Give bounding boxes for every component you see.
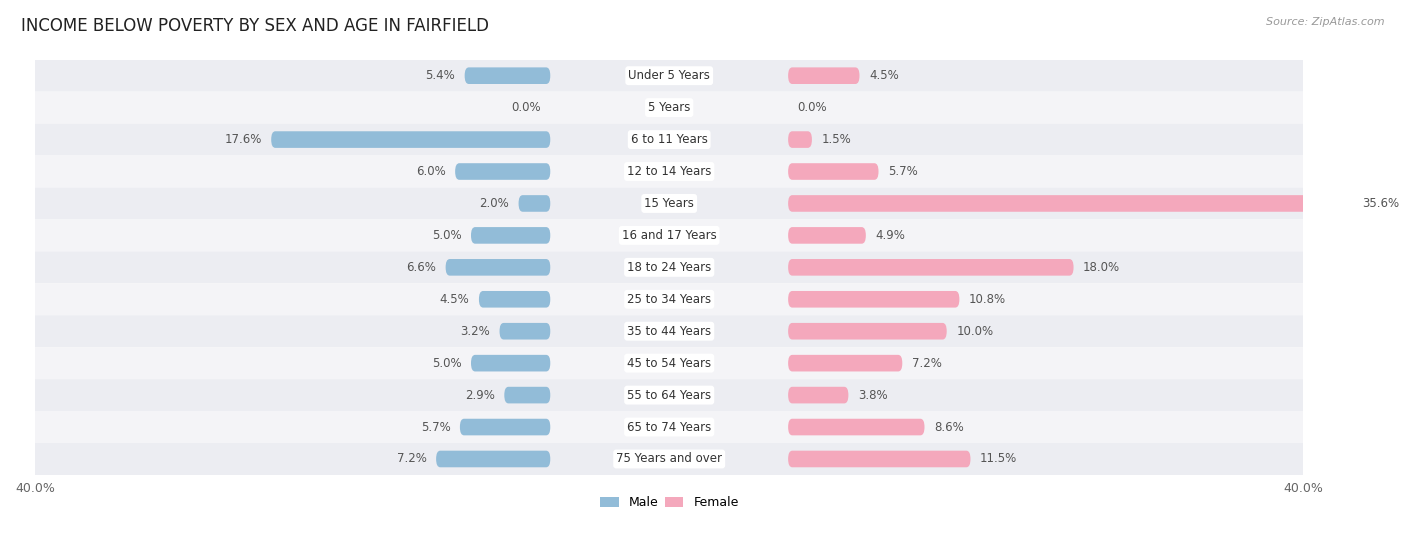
Text: 4.5%: 4.5% — [440, 293, 470, 306]
Text: 5.7%: 5.7% — [889, 165, 918, 178]
FancyBboxPatch shape — [789, 163, 879, 180]
FancyBboxPatch shape — [460, 419, 550, 435]
FancyBboxPatch shape — [35, 220, 1303, 252]
FancyBboxPatch shape — [471, 227, 550, 244]
Text: 10.8%: 10.8% — [969, 293, 1007, 306]
FancyBboxPatch shape — [271, 131, 550, 148]
Text: 1.5%: 1.5% — [821, 133, 851, 146]
Text: 45 to 54 Years: 45 to 54 Years — [627, 357, 711, 369]
FancyBboxPatch shape — [35, 443, 1303, 475]
Text: 5.7%: 5.7% — [420, 420, 450, 434]
Text: 6 to 11 Years: 6 to 11 Years — [631, 133, 707, 146]
FancyBboxPatch shape — [519, 195, 550, 212]
Text: 5.4%: 5.4% — [426, 69, 456, 82]
Text: 17.6%: 17.6% — [225, 133, 262, 146]
FancyBboxPatch shape — [35, 155, 1303, 187]
FancyBboxPatch shape — [789, 227, 866, 244]
FancyBboxPatch shape — [471, 355, 550, 372]
Text: 15 Years: 15 Years — [644, 197, 695, 210]
FancyBboxPatch shape — [35, 187, 1303, 220]
FancyBboxPatch shape — [446, 259, 550, 276]
Text: 0.0%: 0.0% — [512, 101, 541, 114]
FancyBboxPatch shape — [789, 323, 946, 339]
Text: 8.6%: 8.6% — [934, 420, 963, 434]
FancyBboxPatch shape — [35, 411, 1303, 443]
Text: 0.0%: 0.0% — [797, 101, 827, 114]
Text: 65 to 74 Years: 65 to 74 Years — [627, 420, 711, 434]
FancyBboxPatch shape — [789, 291, 959, 307]
FancyBboxPatch shape — [789, 451, 970, 467]
Text: 10.0%: 10.0% — [956, 325, 994, 338]
FancyBboxPatch shape — [35, 92, 1303, 124]
FancyBboxPatch shape — [436, 451, 550, 467]
Text: 18.0%: 18.0% — [1083, 261, 1121, 274]
FancyBboxPatch shape — [505, 387, 550, 404]
Text: 5 Years: 5 Years — [648, 101, 690, 114]
FancyBboxPatch shape — [789, 131, 811, 148]
Text: 5.0%: 5.0% — [432, 357, 461, 369]
Text: 35.6%: 35.6% — [1362, 197, 1399, 210]
Text: 2.0%: 2.0% — [479, 197, 509, 210]
FancyBboxPatch shape — [35, 60, 1303, 92]
FancyBboxPatch shape — [789, 419, 925, 435]
Text: 75 Years and over: 75 Years and over — [616, 452, 723, 466]
Text: 35 to 44 Years: 35 to 44 Years — [627, 325, 711, 338]
Text: 4.5%: 4.5% — [869, 69, 898, 82]
Text: 6.6%: 6.6% — [406, 261, 436, 274]
Text: 7.2%: 7.2% — [396, 452, 426, 466]
FancyBboxPatch shape — [35, 283, 1303, 315]
FancyBboxPatch shape — [479, 291, 550, 307]
FancyBboxPatch shape — [35, 347, 1303, 379]
Text: 25 to 34 Years: 25 to 34 Years — [627, 293, 711, 306]
Text: 16 and 17 Years: 16 and 17 Years — [621, 229, 717, 242]
FancyBboxPatch shape — [35, 252, 1303, 283]
FancyBboxPatch shape — [789, 387, 848, 404]
Text: Under 5 Years: Under 5 Years — [628, 69, 710, 82]
Text: 5.0%: 5.0% — [432, 229, 461, 242]
FancyBboxPatch shape — [499, 323, 550, 339]
Text: 3.8%: 3.8% — [858, 389, 887, 401]
Text: 6.0%: 6.0% — [416, 165, 446, 178]
FancyBboxPatch shape — [789, 68, 859, 84]
Text: 7.2%: 7.2% — [912, 357, 942, 369]
Text: 2.9%: 2.9% — [465, 389, 495, 401]
FancyBboxPatch shape — [35, 124, 1303, 155]
Text: 18 to 24 Years: 18 to 24 Years — [627, 261, 711, 274]
FancyBboxPatch shape — [789, 195, 1353, 212]
FancyBboxPatch shape — [456, 163, 550, 180]
Text: 12 to 14 Years: 12 to 14 Years — [627, 165, 711, 178]
Legend: Male, Female: Male, Female — [595, 491, 744, 514]
Text: Source: ZipAtlas.com: Source: ZipAtlas.com — [1267, 17, 1385, 27]
FancyBboxPatch shape — [35, 315, 1303, 347]
FancyBboxPatch shape — [35, 379, 1303, 411]
Text: 3.2%: 3.2% — [460, 325, 491, 338]
Text: 11.5%: 11.5% — [980, 452, 1018, 466]
FancyBboxPatch shape — [464, 68, 550, 84]
Text: INCOME BELOW POVERTY BY SEX AND AGE IN FAIRFIELD: INCOME BELOW POVERTY BY SEX AND AGE IN F… — [21, 17, 489, 35]
Text: 4.9%: 4.9% — [876, 229, 905, 242]
FancyBboxPatch shape — [789, 355, 903, 372]
Text: 55 to 64 Years: 55 to 64 Years — [627, 389, 711, 401]
FancyBboxPatch shape — [789, 259, 1074, 276]
